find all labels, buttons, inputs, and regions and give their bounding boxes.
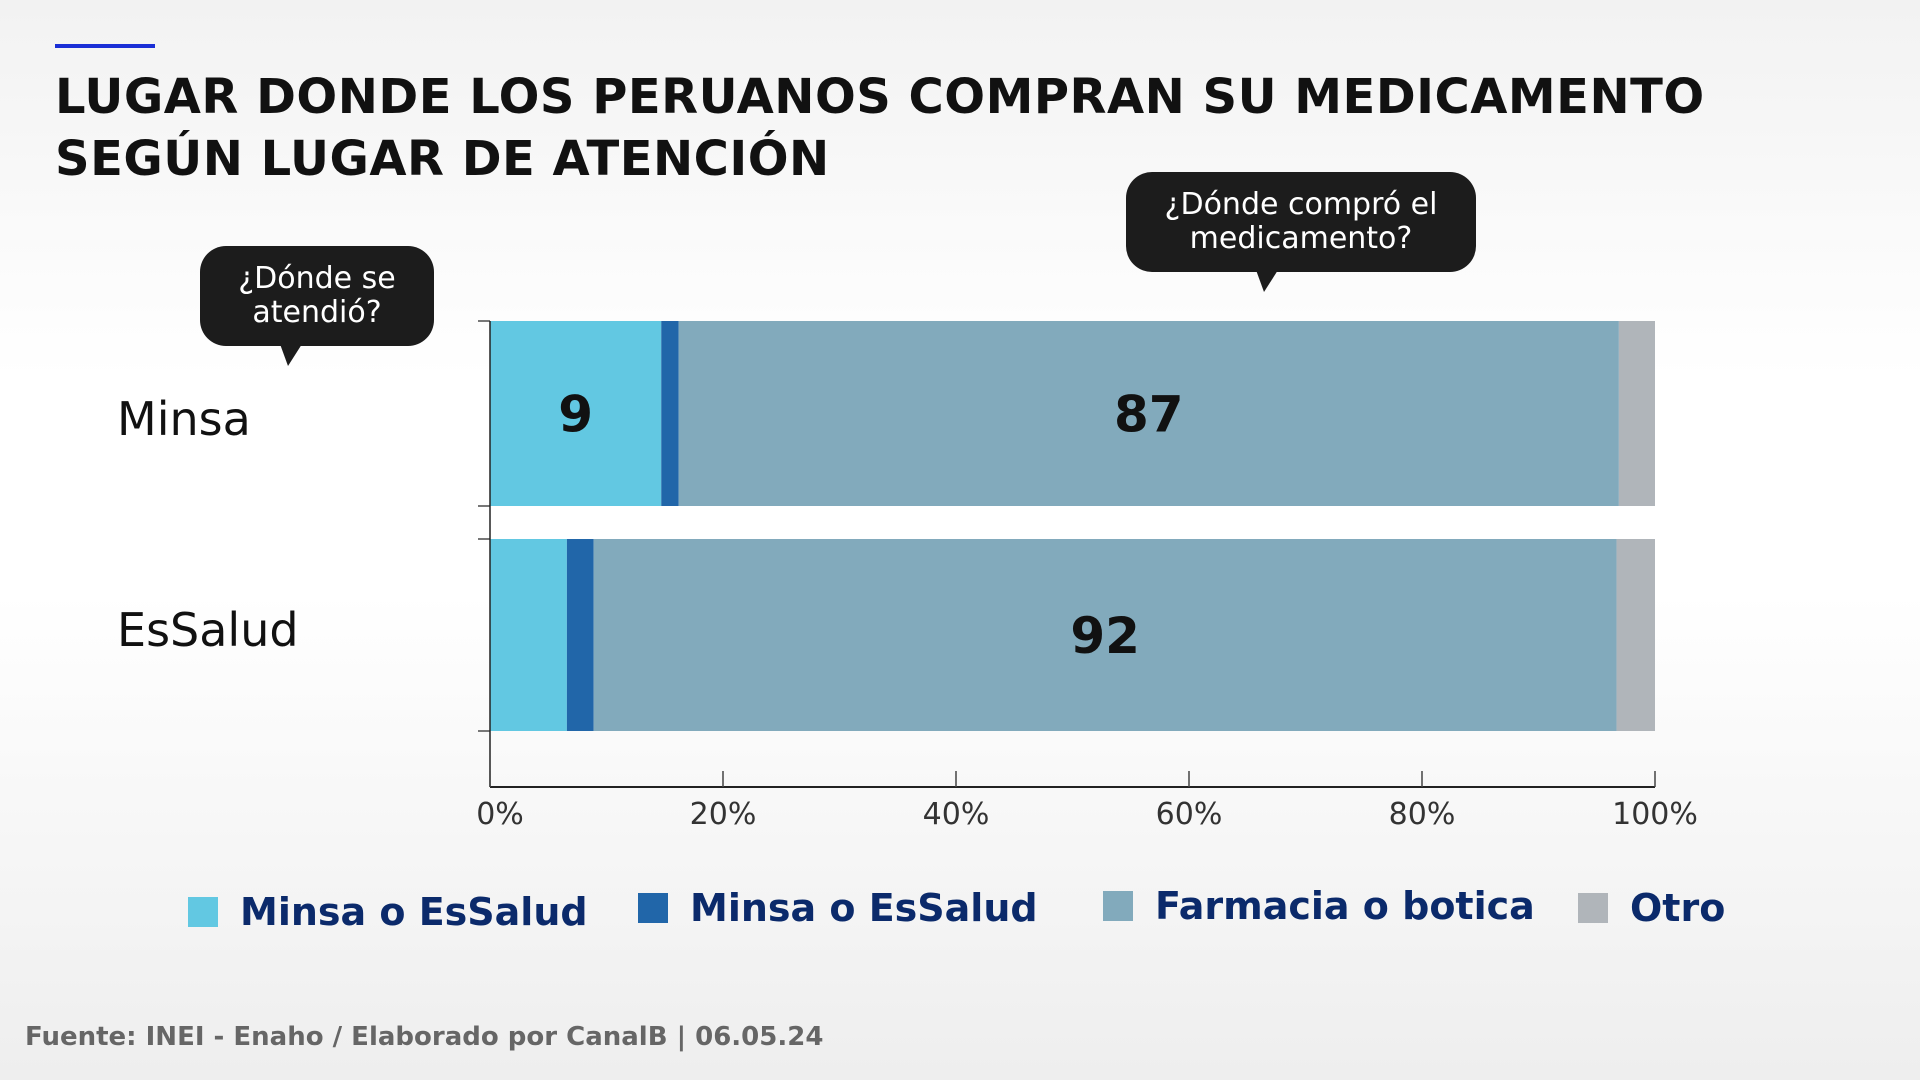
legend-swatch xyxy=(188,897,218,927)
chart-title: LUGAR DONDE LOS PERUANOS COMPRAN SU MEDI… xyxy=(55,66,1705,190)
bar-segment xyxy=(1616,539,1655,731)
bar-segment xyxy=(1618,321,1655,506)
legend-label: Farmacia o botica xyxy=(1155,884,1535,928)
accent-line xyxy=(55,44,155,48)
x-tick-label: 40% xyxy=(923,797,990,832)
legend-item-otro: Otro xyxy=(1578,886,1725,930)
category-label-essalud: EsSalud xyxy=(117,603,299,657)
legend-swatch xyxy=(1578,893,1608,923)
source-footer: Fuente: INEI - Enaho / Elaborado por Can… xyxy=(25,1022,824,1052)
bubble-where-attended: ¿Dónde se atendió? xyxy=(200,246,434,366)
bar-segment xyxy=(593,539,1617,731)
x-tick-label: 80% xyxy=(1389,797,1456,832)
data-label: 87 xyxy=(1114,386,1184,444)
title-line-2: SEGÚN LUGAR DE ATENCIÓN xyxy=(55,131,830,187)
legend-swatch xyxy=(638,893,668,923)
legend-item-minsa-essalud-light: Minsa o EsSalud xyxy=(188,890,588,934)
legend-item-minsa-essalud-dark: Minsa o EsSalud xyxy=(638,886,1038,930)
legend-label: Minsa o EsSalud xyxy=(690,886,1038,930)
legend-item-farmacia: Farmacia o botica xyxy=(1103,884,1535,928)
x-tick-label: 60% xyxy=(1156,797,1223,832)
title-line-1: LUGAR DONDE LOS PERUANOS COMPRAN SU MEDI… xyxy=(55,69,1705,125)
bar-segment xyxy=(661,321,679,506)
legend-swatch xyxy=(1103,891,1133,921)
legend-label: Minsa o EsSalud xyxy=(240,890,588,934)
x-tick-label: 0% xyxy=(476,797,524,832)
legend-label: Otro xyxy=(1630,886,1726,930)
bar-segment xyxy=(490,321,662,506)
bubble-where-bought: ¿Dónde compró el medicamento? xyxy=(1126,172,1476,292)
x-tick-label: 100% xyxy=(1612,797,1698,832)
bar-segment xyxy=(678,321,1619,506)
category-label-minsa: Minsa xyxy=(117,392,251,446)
bar-segment xyxy=(490,539,567,731)
data-label: 9 xyxy=(558,386,593,444)
bar-segment xyxy=(566,539,594,731)
x-tick-label: 20% xyxy=(690,797,757,832)
data-label: 92 xyxy=(1070,607,1140,665)
